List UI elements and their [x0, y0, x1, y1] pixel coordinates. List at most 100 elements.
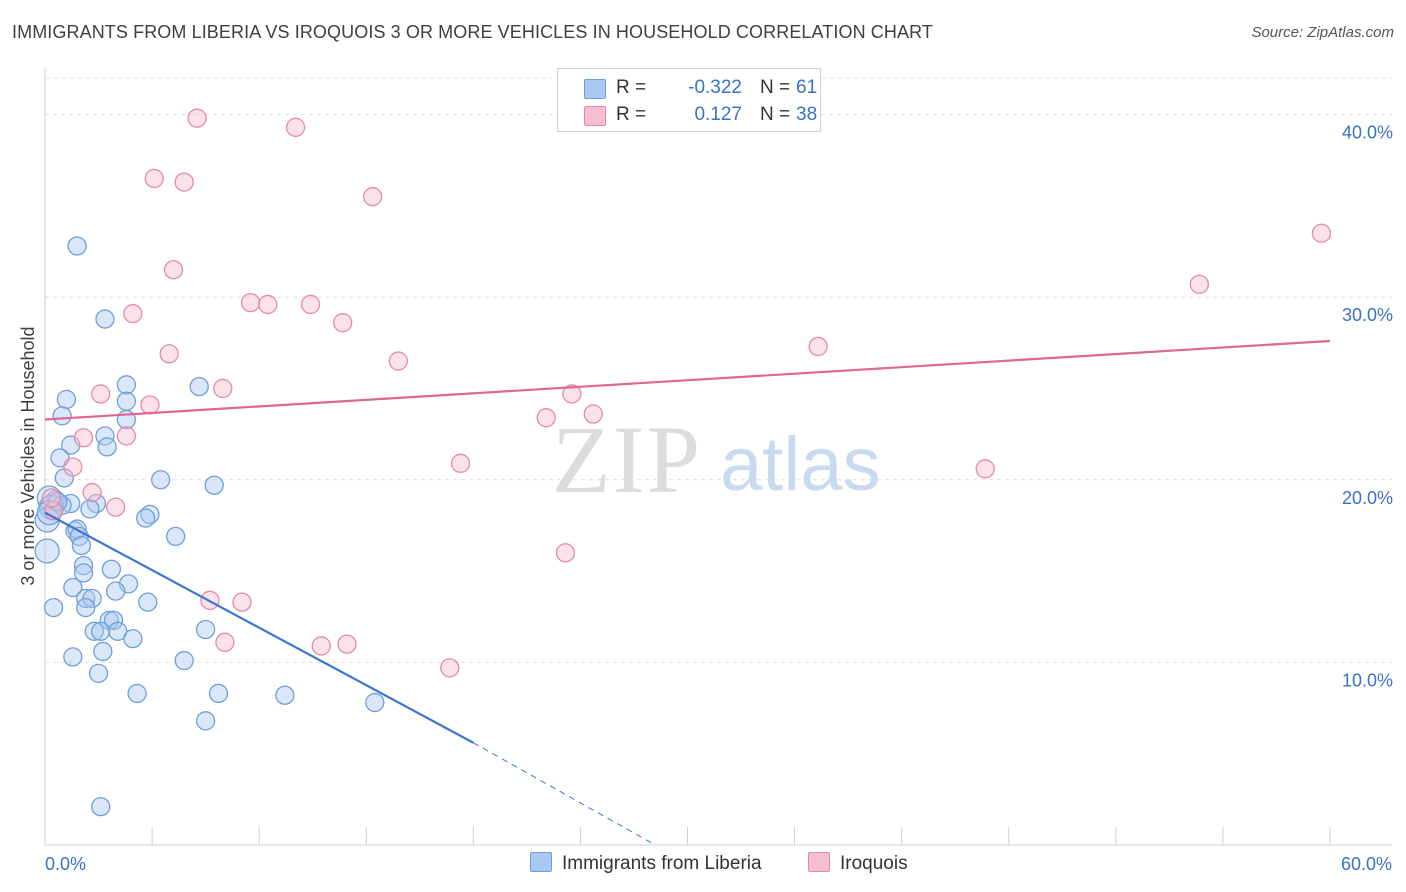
legend-swatch-liberia — [584, 79, 606, 99]
point-iroquois — [363, 187, 383, 207]
bottom-legend-iroquois: Iroquois — [808, 852, 908, 875]
point-iroquois — [1311, 223, 1332, 243]
bottom-legend-liberia: Immigrants from Liberia — [530, 852, 762, 875]
point-iroquois — [163, 260, 184, 280]
point-liberia — [208, 683, 229, 704]
point-iroquois — [232, 592, 252, 612]
point-iroquois — [536, 408, 556, 428]
legend-r-value: 0.127 — [694, 104, 742, 125]
point-iroquois — [285, 117, 306, 137]
legend-r-label: R = — [616, 104, 647, 125]
trendline-iroquois — [44, 339, 1331, 421]
axis-labels: 10.0% 20.0% 30.0% 40.0% 0.0% 60.0% 3 or more V… — [18, 123, 1393, 874]
point-liberia — [67, 236, 87, 256]
point-liberia — [123, 628, 143, 649]
point-liberia — [138, 592, 158, 612]
series-iroquois — [41, 108, 1332, 678]
point-liberia — [275, 685, 295, 705]
point-liberia — [43, 597, 64, 618]
point-iroquois — [388, 351, 409, 371]
point-iroquois — [215, 632, 235, 652]
point-liberia — [150, 470, 171, 490]
point-iroquois — [258, 294, 278, 315]
y-axis-label: 3 or more Vehicles in Household — [18, 326, 38, 585]
point-liberia — [91, 797, 111, 817]
trendline-liberia-extension — [473, 742, 656, 846]
legend-n-value: 38 — [796, 104, 818, 125]
point-liberia — [88, 663, 109, 683]
point-iroquois — [337, 634, 357, 654]
point-liberia — [52, 406, 72, 426]
point-iroquois — [82, 482, 102, 503]
point-iroquois — [562, 384, 582, 404]
point-liberia — [71, 535, 92, 556]
x-tick-label: 60.0% — [1341, 854, 1392, 874]
point-iroquois — [63, 457, 83, 477]
point-liberia — [195, 619, 216, 640]
point-iroquois — [440, 658, 460, 678]
point-liberia — [174, 650, 194, 671]
legend-r-value: -0.322 — [688, 77, 742, 98]
series-liberia — [34, 236, 385, 817]
point-iroquois — [808, 336, 828, 357]
point-iroquois — [174, 172, 194, 192]
point-iroquois — [1189, 274, 1210, 295]
point-iroquois — [187, 108, 207, 128]
legend-n-label: N = — [760, 104, 791, 125]
point-iroquois — [123, 303, 143, 324]
axes — [44, 68, 1392, 846]
watermark: ZIP atlas — [552, 406, 881, 513]
y-tick-label: 20.0% — [1342, 488, 1393, 508]
point-liberia — [365, 692, 385, 713]
point-liberia — [84, 621, 104, 641]
point-liberia — [204, 475, 224, 495]
bottom-legend-swatch-liberia — [530, 852, 552, 872]
point-liberia — [116, 391, 137, 411]
point-liberia — [34, 538, 60, 564]
point-iroquois — [213, 378, 233, 399]
point-liberia — [101, 559, 122, 579]
y-tick-label: 10.0% — [1342, 670, 1393, 690]
point-iroquois — [975, 459, 995, 479]
bottom-legend-label: Immigrants from Liberia — [562, 853, 762, 874]
point-liberia — [73, 555, 94, 576]
y-tick-label: 40.0% — [1342, 123, 1393, 143]
y-tick-label: 30.0% — [1342, 305, 1393, 325]
point-iroquois — [41, 488, 62, 508]
point-iroquois — [555, 543, 576, 563]
point-liberia — [116, 375, 137, 395]
gridlines — [45, 77, 1392, 663]
legend-box: R = -0.322 N = 61 R = 0.127 N = 38 — [557, 68, 821, 132]
point-iroquois — [583, 404, 603, 424]
point-iroquois — [333, 313, 353, 333]
point-liberia — [73, 563, 94, 583]
point-liberia — [103, 610, 124, 631]
point-liberia — [56, 389, 77, 410]
point-iroquois — [116, 426, 137, 446]
bottom-legend-swatch-iroquois — [808, 852, 830, 872]
point-liberia — [195, 711, 216, 731]
point-iroquois — [300, 294, 321, 315]
point-iroquois — [140, 395, 160, 415]
point-iroquois — [159, 344, 179, 364]
legend-r-label: R = — [616, 77, 647, 98]
point-liberia — [95, 309, 115, 329]
point-liberia — [189, 376, 209, 397]
legend-swatch-iroquois — [584, 106, 606, 126]
point-liberia — [127, 683, 147, 704]
point-liberia — [76, 597, 96, 618]
point-iroquois — [91, 384, 111, 404]
point-iroquois — [144, 168, 164, 189]
chart-title: IMMIGRANTS FROM LIBERIA VS IROQUOIS 3 OR… — [12, 22, 933, 42]
point-liberia — [136, 508, 156, 528]
trendline-liberia — [44, 511, 474, 744]
source-label: Source: ZipAtlas.com — [1251, 24, 1394, 41]
point-liberia — [91, 621, 111, 641]
legend-n-label: N = — [760, 77, 791, 98]
watermark-zip: ZIP — [552, 406, 702, 513]
point-iroquois — [240, 292, 261, 313]
point-iroquois — [106, 497, 126, 517]
point-iroquois — [73, 428, 94, 448]
point-liberia — [106, 581, 126, 601]
